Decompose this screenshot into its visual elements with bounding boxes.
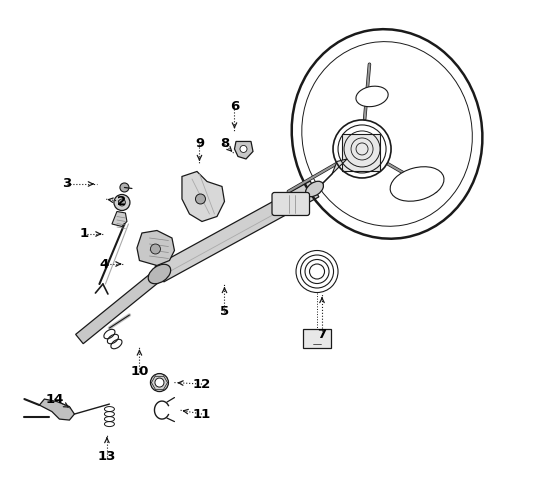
Text: 4: 4: [100, 258, 109, 271]
FancyBboxPatch shape: [303, 329, 331, 348]
Circle shape: [114, 195, 130, 210]
Text: 10: 10: [130, 365, 148, 378]
Text: 12: 12: [193, 378, 211, 390]
Text: 11: 11: [193, 407, 211, 421]
Circle shape: [155, 378, 164, 387]
Circle shape: [151, 374, 168, 391]
Ellipse shape: [390, 166, 444, 201]
Polygon shape: [182, 172, 224, 221]
Text: 3: 3: [62, 178, 72, 191]
Text: 8: 8: [220, 137, 229, 150]
Text: 7: 7: [317, 327, 327, 341]
Polygon shape: [322, 159, 347, 184]
Polygon shape: [112, 211, 127, 226]
Polygon shape: [40, 399, 74, 420]
Ellipse shape: [148, 264, 171, 284]
FancyBboxPatch shape: [342, 134, 380, 172]
FancyBboxPatch shape: [272, 193, 310, 215]
Circle shape: [195, 194, 206, 204]
Circle shape: [151, 244, 160, 254]
Text: 14: 14: [45, 392, 64, 405]
Circle shape: [120, 183, 129, 192]
Text: 5: 5: [220, 305, 229, 318]
Circle shape: [119, 199, 125, 206]
Circle shape: [240, 145, 247, 152]
Text: 2: 2: [117, 195, 127, 208]
Polygon shape: [155, 181, 319, 282]
Polygon shape: [234, 141, 253, 159]
Ellipse shape: [356, 86, 388, 107]
Text: 1: 1: [80, 227, 89, 240]
Text: 9: 9: [195, 137, 204, 150]
Ellipse shape: [305, 181, 324, 197]
Text: 6: 6: [230, 100, 239, 113]
Polygon shape: [137, 230, 175, 266]
Polygon shape: [76, 269, 163, 344]
Text: 13: 13: [98, 450, 116, 463]
